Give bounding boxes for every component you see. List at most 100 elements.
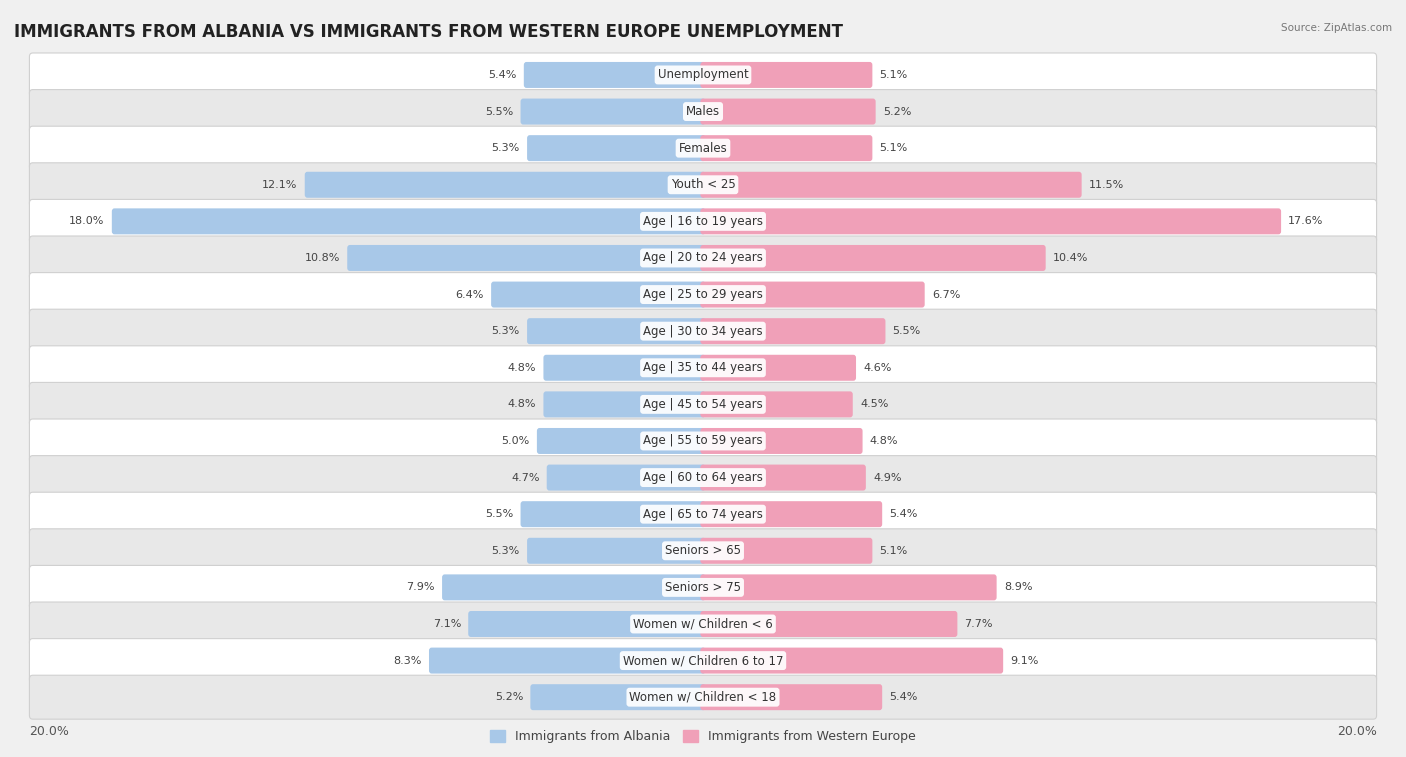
Text: 4.5%: 4.5% bbox=[860, 400, 889, 410]
Text: 4.9%: 4.9% bbox=[873, 472, 901, 482]
Text: 5.4%: 5.4% bbox=[488, 70, 516, 80]
Text: Age | 55 to 59 years: Age | 55 to 59 years bbox=[643, 435, 763, 447]
FancyBboxPatch shape bbox=[700, 428, 862, 454]
Text: Age | 45 to 54 years: Age | 45 to 54 years bbox=[643, 398, 763, 411]
Text: 8.3%: 8.3% bbox=[394, 656, 422, 665]
FancyBboxPatch shape bbox=[524, 62, 706, 88]
FancyBboxPatch shape bbox=[30, 126, 1376, 170]
FancyBboxPatch shape bbox=[347, 245, 706, 271]
Text: 9.1%: 9.1% bbox=[1011, 656, 1039, 665]
Text: 10.4%: 10.4% bbox=[1053, 253, 1088, 263]
FancyBboxPatch shape bbox=[700, 465, 866, 491]
Text: Males: Males bbox=[686, 105, 720, 118]
FancyBboxPatch shape bbox=[700, 282, 925, 307]
FancyBboxPatch shape bbox=[30, 53, 1376, 97]
FancyBboxPatch shape bbox=[30, 273, 1376, 316]
Text: 4.7%: 4.7% bbox=[510, 472, 540, 482]
Text: Seniors > 65: Seniors > 65 bbox=[665, 544, 741, 557]
Text: 6.4%: 6.4% bbox=[456, 290, 484, 300]
Text: 18.0%: 18.0% bbox=[69, 217, 104, 226]
Text: 8.9%: 8.9% bbox=[1004, 582, 1032, 593]
Text: 7.1%: 7.1% bbox=[433, 619, 461, 629]
FancyBboxPatch shape bbox=[30, 346, 1376, 390]
FancyBboxPatch shape bbox=[700, 318, 886, 344]
Text: 5.3%: 5.3% bbox=[492, 143, 520, 153]
FancyBboxPatch shape bbox=[30, 309, 1376, 353]
FancyBboxPatch shape bbox=[30, 602, 1376, 646]
FancyBboxPatch shape bbox=[520, 98, 706, 125]
Text: 10.8%: 10.8% bbox=[305, 253, 340, 263]
FancyBboxPatch shape bbox=[30, 199, 1376, 243]
Text: 4.8%: 4.8% bbox=[508, 400, 536, 410]
Text: 5.4%: 5.4% bbox=[890, 509, 918, 519]
Text: 5.2%: 5.2% bbox=[495, 692, 523, 702]
FancyBboxPatch shape bbox=[30, 419, 1376, 463]
FancyBboxPatch shape bbox=[429, 647, 706, 674]
Text: Women w/ Children < 6: Women w/ Children < 6 bbox=[633, 618, 773, 631]
Text: 4.6%: 4.6% bbox=[863, 363, 891, 372]
FancyBboxPatch shape bbox=[527, 537, 706, 564]
Text: 5.4%: 5.4% bbox=[890, 692, 918, 702]
Text: Unemployment: Unemployment bbox=[658, 68, 748, 82]
FancyBboxPatch shape bbox=[700, 611, 957, 637]
Legend: Immigrants from Albania, Immigrants from Western Europe: Immigrants from Albania, Immigrants from… bbox=[486, 727, 920, 747]
Text: Age | 20 to 24 years: Age | 20 to 24 years bbox=[643, 251, 763, 264]
FancyBboxPatch shape bbox=[520, 501, 706, 527]
Text: 4.8%: 4.8% bbox=[508, 363, 536, 372]
FancyBboxPatch shape bbox=[30, 236, 1376, 280]
FancyBboxPatch shape bbox=[700, 62, 872, 88]
Text: 5.1%: 5.1% bbox=[880, 143, 908, 153]
Text: Source: ZipAtlas.com: Source: ZipAtlas.com bbox=[1281, 23, 1392, 33]
FancyBboxPatch shape bbox=[30, 382, 1376, 426]
FancyBboxPatch shape bbox=[700, 647, 1002, 674]
Text: Age | 16 to 19 years: Age | 16 to 19 years bbox=[643, 215, 763, 228]
Text: Age | 35 to 44 years: Age | 35 to 44 years bbox=[643, 361, 763, 374]
FancyBboxPatch shape bbox=[305, 172, 706, 198]
Text: Age | 25 to 29 years: Age | 25 to 29 years bbox=[643, 288, 763, 301]
FancyBboxPatch shape bbox=[491, 282, 706, 307]
FancyBboxPatch shape bbox=[700, 98, 876, 125]
Text: 5.1%: 5.1% bbox=[880, 70, 908, 80]
FancyBboxPatch shape bbox=[30, 163, 1376, 207]
FancyBboxPatch shape bbox=[544, 391, 706, 417]
FancyBboxPatch shape bbox=[441, 575, 706, 600]
Text: Age | 30 to 34 years: Age | 30 to 34 years bbox=[643, 325, 763, 338]
Text: IMMIGRANTS FROM ALBANIA VS IMMIGRANTS FROM WESTERN EUROPE UNEMPLOYMENT: IMMIGRANTS FROM ALBANIA VS IMMIGRANTS FR… bbox=[14, 23, 844, 41]
FancyBboxPatch shape bbox=[700, 136, 872, 161]
Text: 7.9%: 7.9% bbox=[406, 582, 434, 593]
FancyBboxPatch shape bbox=[30, 565, 1376, 609]
FancyBboxPatch shape bbox=[700, 355, 856, 381]
FancyBboxPatch shape bbox=[30, 529, 1376, 573]
Text: 12.1%: 12.1% bbox=[262, 179, 298, 190]
Text: Women w/ Children 6 to 17: Women w/ Children 6 to 17 bbox=[623, 654, 783, 667]
Text: 4.8%: 4.8% bbox=[870, 436, 898, 446]
FancyBboxPatch shape bbox=[700, 245, 1046, 271]
Text: 5.3%: 5.3% bbox=[492, 326, 520, 336]
FancyBboxPatch shape bbox=[700, 391, 853, 417]
Text: 7.7%: 7.7% bbox=[965, 619, 993, 629]
FancyBboxPatch shape bbox=[700, 172, 1081, 198]
Text: 5.1%: 5.1% bbox=[880, 546, 908, 556]
Text: Youth < 25: Youth < 25 bbox=[671, 178, 735, 192]
Text: 6.7%: 6.7% bbox=[932, 290, 960, 300]
FancyBboxPatch shape bbox=[530, 684, 706, 710]
FancyBboxPatch shape bbox=[527, 318, 706, 344]
FancyBboxPatch shape bbox=[700, 575, 997, 600]
FancyBboxPatch shape bbox=[544, 355, 706, 381]
FancyBboxPatch shape bbox=[547, 465, 706, 491]
Text: 5.0%: 5.0% bbox=[502, 436, 530, 446]
FancyBboxPatch shape bbox=[112, 208, 706, 235]
Text: Age | 60 to 64 years: Age | 60 to 64 years bbox=[643, 471, 763, 484]
Text: Seniors > 75: Seniors > 75 bbox=[665, 581, 741, 594]
FancyBboxPatch shape bbox=[700, 208, 1281, 235]
Text: 5.5%: 5.5% bbox=[485, 509, 513, 519]
FancyBboxPatch shape bbox=[700, 684, 882, 710]
FancyBboxPatch shape bbox=[527, 136, 706, 161]
Text: Females: Females bbox=[679, 142, 727, 154]
FancyBboxPatch shape bbox=[30, 639, 1376, 683]
FancyBboxPatch shape bbox=[468, 611, 706, 637]
FancyBboxPatch shape bbox=[30, 492, 1376, 536]
Text: 5.2%: 5.2% bbox=[883, 107, 911, 117]
Text: 17.6%: 17.6% bbox=[1288, 217, 1323, 226]
Text: Women w/ Children < 18: Women w/ Children < 18 bbox=[630, 690, 776, 704]
